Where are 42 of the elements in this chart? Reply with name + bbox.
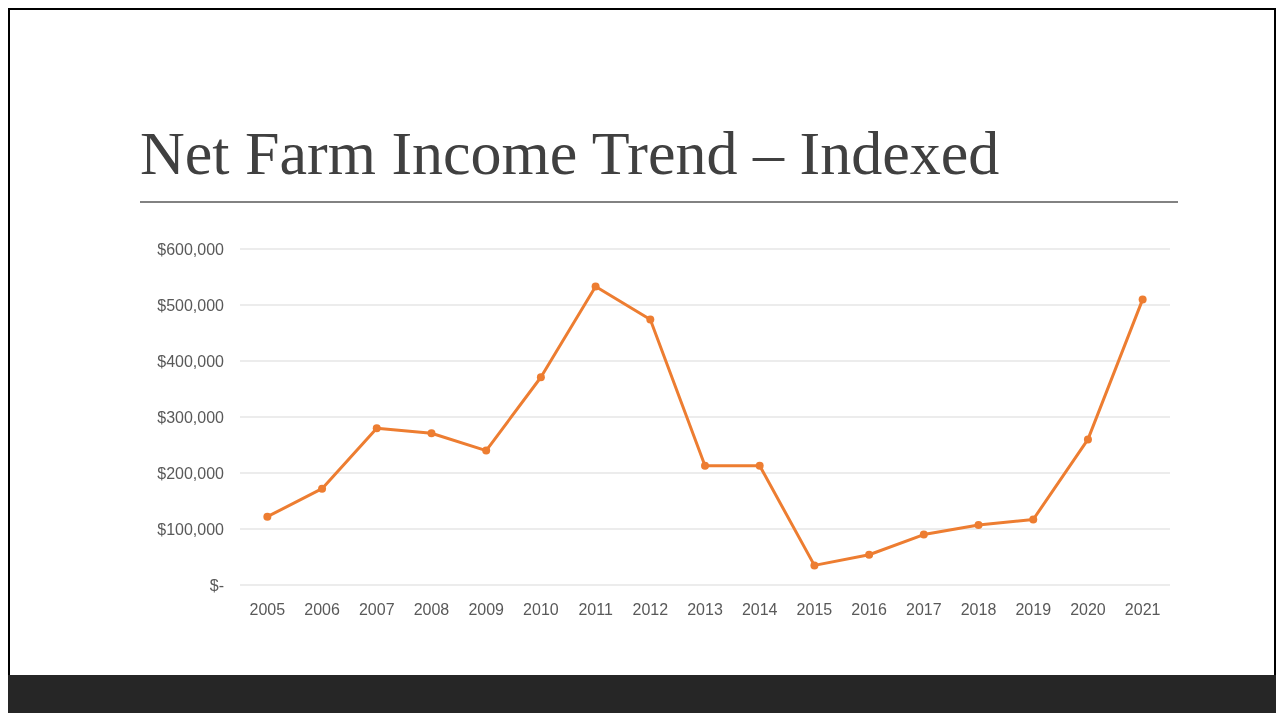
y-tick-label: $300,000 bbox=[157, 408, 225, 426]
point bbox=[810, 561, 819, 570]
x-tick-label: 2012 bbox=[632, 601, 669, 618]
y-tick-label: $100,000 bbox=[157, 520, 225, 538]
point bbox=[318, 484, 327, 493]
point bbox=[263, 512, 272, 521]
point bbox=[701, 461, 709, 470]
point bbox=[974, 521, 983, 530]
y-tick-label: $600,000 bbox=[157, 240, 225, 258]
x-tick-label: 2005 bbox=[249, 601, 286, 618]
chart-title: Net Farm Income Trend – Indexed bbox=[140, 119, 1000, 187]
x-tick-label: 2014 bbox=[741, 601, 778, 618]
x-tick-label: 2011 bbox=[578, 601, 613, 618]
point bbox=[865, 550, 874, 559]
point bbox=[646, 315, 655, 324]
x-tick-label: 2009 bbox=[468, 601, 505, 618]
point bbox=[427, 429, 436, 438]
point bbox=[1029, 515, 1038, 524]
x-tick-label: 2006 bbox=[304, 601, 340, 618]
point bbox=[536, 373, 545, 382]
point bbox=[372, 424, 381, 433]
x-tick-label: 2015 bbox=[796, 601, 833, 618]
x-tick-label: 2007 bbox=[358, 601, 395, 618]
y-tick-label: $400,000 bbox=[157, 352, 225, 370]
point bbox=[1083, 435, 1092, 444]
x-tick-label: 2019 bbox=[1015, 601, 1052, 618]
x-tick-label: 2018 bbox=[960, 601, 997, 618]
x-tick-label: 2021 bbox=[1124, 601, 1161, 618]
x-tick-label: 2017 bbox=[906, 601, 942, 618]
y-tick-label: $200,000 bbox=[157, 464, 225, 482]
x-tick-label: 2010 bbox=[523, 601, 559, 618]
x-tick-label: 2016 bbox=[851, 601, 888, 618]
point bbox=[919, 530, 928, 539]
y-tick-label: $- bbox=[209, 576, 224, 594]
x-tick-label: 2008 bbox=[413, 601, 450, 618]
x-tick-label: 2020 bbox=[1070, 601, 1106, 618]
point bbox=[482, 446, 491, 455]
y-tick-label: $500,000 bbox=[157, 296, 225, 314]
point bbox=[1138, 295, 1147, 304]
point bbox=[755, 461, 764, 470]
point bbox=[591, 282, 600, 291]
x-tick-label: 2013 bbox=[687, 601, 723, 618]
